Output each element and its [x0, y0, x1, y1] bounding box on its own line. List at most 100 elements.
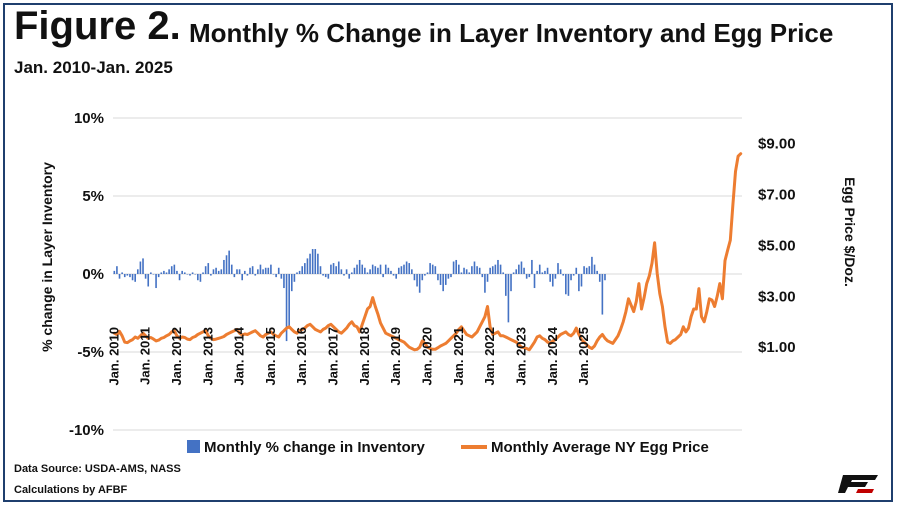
- inventory-bar: [259, 264, 262, 274]
- inventory-bar: [418, 274, 421, 293]
- right-tick-label: $3.00: [758, 288, 796, 305]
- inventory-bar: [411, 269, 413, 274]
- inventory-bar: [478, 267, 481, 274]
- inventory-bar: [165, 272, 168, 274]
- x-tick-label: Jan. 2016: [294, 327, 309, 386]
- inventory-bar: [541, 272, 544, 274]
- inventory-bar: [379, 264, 382, 274]
- inventory-bar: [424, 274, 426, 276]
- inventory-bar: [238, 269, 241, 274]
- inventory-bar: [353, 267, 356, 274]
- left-tick-label: -10%: [69, 422, 104, 439]
- inventory-bar: [356, 264, 358, 274]
- inventory-bar: [434, 266, 437, 274]
- inventory-bar: [223, 259, 225, 274]
- inventory-bar: [570, 274, 572, 281]
- x-tick-label: Jan. 2019: [388, 327, 403, 386]
- inventory-bar: [324, 274, 327, 278]
- inventory-bar: [249, 267, 251, 274]
- inventory-bar: [212, 269, 215, 274]
- inventory-bar: [387, 267, 390, 274]
- inventory-bar: [525, 274, 528, 279]
- inventory-bar: [439, 274, 442, 285]
- inventory-bar: [337, 261, 340, 274]
- inventory-bar: [507, 274, 510, 323]
- inventory-bar: [366, 272, 369, 274]
- left-tick-label: 0%: [82, 266, 104, 283]
- inventory-bar: [502, 272, 504, 274]
- inventory-bar: [254, 274, 257, 276]
- inventory-bar: [580, 274, 583, 287]
- inventory-bar: [197, 274, 199, 281]
- inventory-bar: [194, 274, 197, 275]
- inventory-bar: [348, 274, 351, 279]
- inventory-bar: [160, 272, 163, 274]
- right-tick-label: $7.00: [758, 186, 796, 203]
- x-tick-label: Jan. 2017: [326, 327, 341, 386]
- gridlines: [113, 117, 742, 431]
- inventory-bar: [565, 274, 567, 295]
- inventory-bar: [575, 267, 578, 274]
- inventory-bar: [335, 266, 337, 274]
- inventory-bar: [285, 274, 288, 342]
- inventory-bar: [515, 269, 518, 274]
- inventory-bar: [510, 274, 512, 292]
- inventory-bar: [306, 258, 309, 274]
- right-tick-label: $5.00: [758, 237, 796, 254]
- inventory-bar: [129, 274, 131, 278]
- inventory-bar: [327, 274, 330, 279]
- inventory-bar: [374, 266, 377, 274]
- inventory-bar: [400, 266, 403, 274]
- inventory-bar: [518, 264, 520, 274]
- inventory-bar: [549, 274, 551, 282]
- inventory-bar: [251, 266, 254, 274]
- inventory-bar: [168, 269, 170, 274]
- inventory-bar: [275, 274, 277, 278]
- inventory-bar: [567, 274, 570, 296]
- inventory-bar: [217, 270, 220, 274]
- inventory-bar: [283, 274, 285, 289]
- inventory-bar: [361, 264, 364, 274]
- x-tick-label: Jan. 2020: [420, 327, 435, 386]
- inventory-bar: [554, 274, 557, 279]
- inventory-bar: [533, 274, 536, 289]
- inventory-bar: [243, 270, 246, 274]
- inventory-bar: [512, 272, 515, 274]
- inventory-bar: [191, 272, 194, 274]
- x-tick-label: Jan. 2018: [357, 327, 372, 386]
- inventory-bar: [304, 263, 306, 274]
- inventory-bar: [463, 267, 465, 274]
- chart-subtitle: Jan. 2010-Jan. 2025: [14, 58, 173, 77]
- inventory-bar: [476, 266, 478, 274]
- inventory-bar: [596, 270, 598, 274]
- inventory-bar: [450, 274, 452, 278]
- inventory-bar: [178, 274, 181, 281]
- inventory-bar: [351, 272, 353, 274]
- inventory-bar: [173, 264, 176, 274]
- inventory-bar: [134, 274, 136, 282]
- inventory-bar: [176, 270, 178, 274]
- inventory-bar: [601, 274, 604, 315]
- inventory-bar: [369, 269, 371, 274]
- inventory-bar: [236, 269, 238, 274]
- right-axis-title: Egg Price $/Doz.: [842, 177, 858, 287]
- price-line-group: [112, 152, 743, 352]
- left-axis-title: % change in Layer Inventory: [39, 162, 55, 352]
- inventory-bar: [202, 272, 204, 274]
- legend-label-price: Monthly Average NY Egg Price: [491, 439, 709, 456]
- inventory-bar: [144, 274, 147, 279]
- inventory-bar: [546, 267, 549, 274]
- x-tick-label: Jan. 2014: [232, 326, 247, 385]
- inventory-bar: [358, 259, 361, 274]
- left-tick-label: 5%: [82, 188, 104, 205]
- inventory-bar: [183, 272, 186, 274]
- inventory-bar: [204, 266, 207, 274]
- inventory-bar: [413, 274, 416, 281]
- inventory-bar: [371, 264, 374, 274]
- inventory-bar: [544, 270, 546, 274]
- legend-label-inventory: Monthly % change in Inventory: [204, 439, 426, 456]
- afbf-logo-icon: [838, 475, 878, 493]
- left-axis: 10% 5% 0% -5% -10%: [69, 110, 104, 439]
- inventory-bar: [604, 274, 606, 281]
- inventory-bar: [142, 258, 144, 274]
